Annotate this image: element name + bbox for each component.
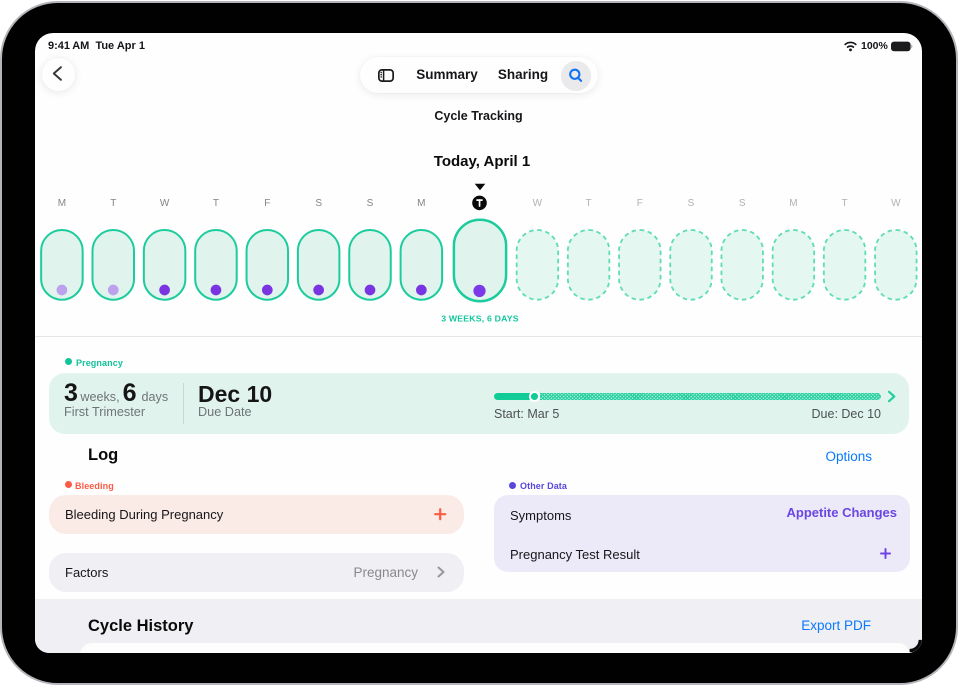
svg-text:T: T bbox=[110, 198, 116, 209]
svg-text:3 WEEKS, 6 DAYS: 3 WEEKS, 6 DAYS bbox=[441, 314, 519, 324]
svg-text:W: W bbox=[891, 198, 901, 209]
svg-text:W: W bbox=[159, 198, 169, 209]
svg-text:T: T bbox=[585, 198, 591, 209]
svg-text:W: W bbox=[532, 198, 542, 209]
svg-text:M: M bbox=[789, 198, 797, 209]
svg-text:M: M bbox=[417, 198, 425, 209]
svg-text:F: F bbox=[636, 198, 642, 209]
svg-text:T: T bbox=[841, 198, 847, 209]
svg-text:S: S bbox=[366, 198, 373, 209]
svg-text:F: F bbox=[264, 198, 270, 209]
svg-text:T: T bbox=[212, 198, 218, 209]
svg-text:S: S bbox=[687, 198, 694, 209]
svg-text:S: S bbox=[315, 198, 322, 209]
svg-text:S: S bbox=[738, 198, 745, 209]
svg-text:M: M bbox=[57, 198, 65, 209]
